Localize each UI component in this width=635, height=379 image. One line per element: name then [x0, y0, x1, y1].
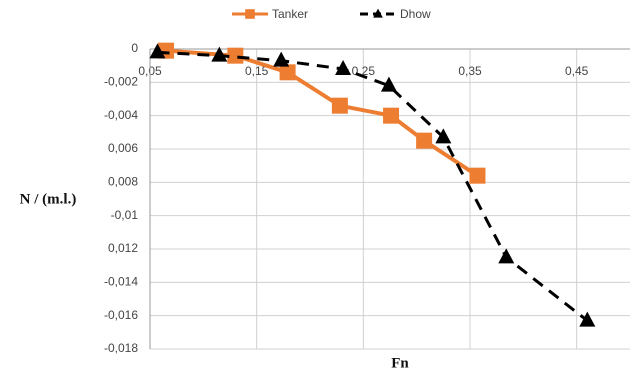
point — [498, 248, 515, 264]
point — [416, 132, 433, 149]
y-tick-label: -0,016 — [104, 308, 138, 322]
y-tick-label: -0,014 — [104, 275, 138, 289]
point — [331, 97, 348, 114]
point — [380, 76, 397, 92]
y-tick-label: -0,01 — [111, 208, 139, 222]
y-tick-label: 0,012 — [108, 241, 138, 255]
point — [435, 128, 452, 144]
series-line — [157, 50, 589, 322]
y-tick-label: 0 — [131, 41, 138, 55]
point — [383, 107, 400, 124]
legend-label: Dhow — [400, 7, 431, 21]
point — [211, 46, 228, 62]
series-line — [165, 48, 479, 178]
point — [579, 311, 596, 327]
legend-marker — [245, 9, 255, 19]
point — [227, 47, 244, 64]
x-tick-label: 0,35 — [458, 64, 482, 78]
x-axis-title: Fn — [391, 355, 409, 371]
point — [469, 167, 486, 184]
y-tick-label: -0,002 — [104, 75, 138, 89]
y-tick-label: -0,004 — [104, 108, 138, 122]
y-tick-label: 0,006 — [108, 141, 138, 155]
y-tick-label: -0,018 — [104, 341, 138, 355]
point — [273, 51, 290, 67]
point — [149, 43, 166, 59]
legend-marker — [373, 8, 383, 18]
point — [335, 60, 352, 75]
y-tick-label: 0,008 — [108, 175, 138, 189]
legend-label: Tanker — [272, 7, 308, 21]
point — [279, 64, 296, 81]
x-tick-label: 0,45 — [565, 64, 589, 78]
y-axis-title: N / (m.l.) — [20, 191, 77, 207]
x-tick-label: 0,15 — [245, 64, 269, 78]
